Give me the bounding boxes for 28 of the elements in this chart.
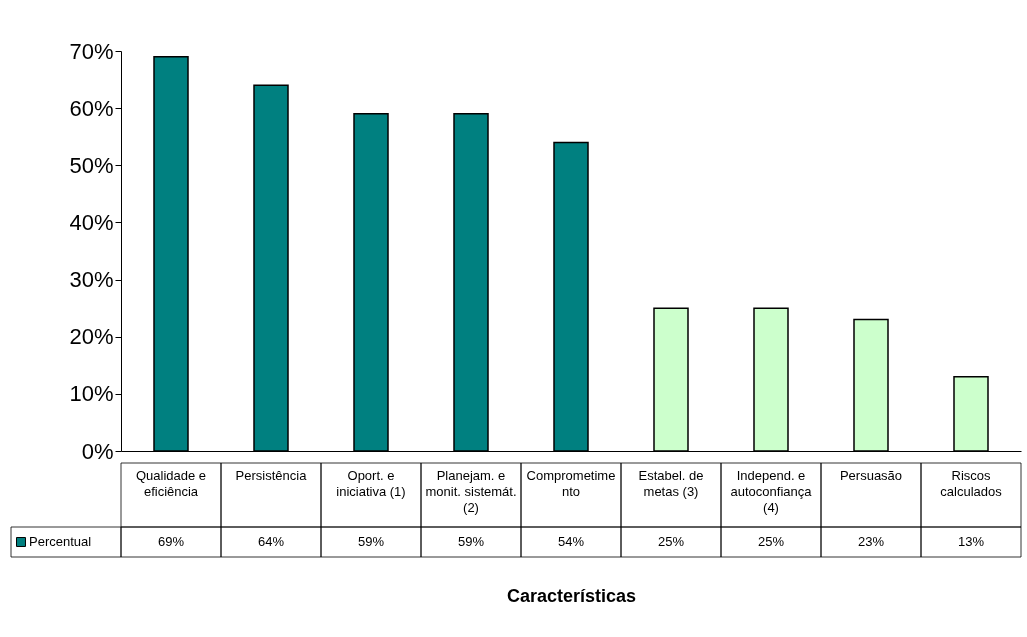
x-tick-label: Estabel. de metas (3) — [638, 468, 704, 499]
data-label: 25% — [757, 534, 785, 549]
data-label: 59% — [457, 534, 485, 549]
y-tick-label: 30% — [69, 267, 114, 293]
data-label: 54% — [557, 534, 585, 549]
data-label: 13% — [957, 534, 985, 549]
y-tick-label: 10% — [69, 381, 114, 407]
x-tick-label: Qualidade e eficiência — [135, 468, 207, 499]
x-tick-label: Riscos calculados — [940, 468, 1003, 499]
x-tick-label: Persuasão — [839, 468, 903, 483]
data-label: 64% — [257, 534, 285, 549]
x-tick-label: Persistência — [235, 468, 308, 483]
x-tick-label: Planejam. e monit. sistemát. (2) — [425, 468, 517, 515]
data-label: 59% — [357, 534, 385, 549]
y-tick-label: 60% — [69, 95, 114, 121]
y-tick-label: 70% — [69, 38, 114, 64]
data-label: 23% — [857, 534, 885, 549]
y-tick-label: 40% — [69, 209, 114, 235]
data-label: 69% — [157, 534, 185, 549]
legend-label: Percentual — [29, 534, 92, 549]
x-axis-title: Características — [506, 585, 637, 606]
y-tick-label: 20% — [69, 324, 114, 350]
x-tick-label: Independ. e autoconfiança (4) — [730, 468, 813, 515]
x-tick-label: Comprometimento — [526, 468, 616, 499]
y-tick-label: 50% — [69, 152, 114, 178]
data-label: 25% — [657, 534, 685, 549]
x-tick-label: Oport. e iniciativa (1) — [336, 468, 406, 499]
y-tick-label: 0% — [81, 438, 114, 464]
